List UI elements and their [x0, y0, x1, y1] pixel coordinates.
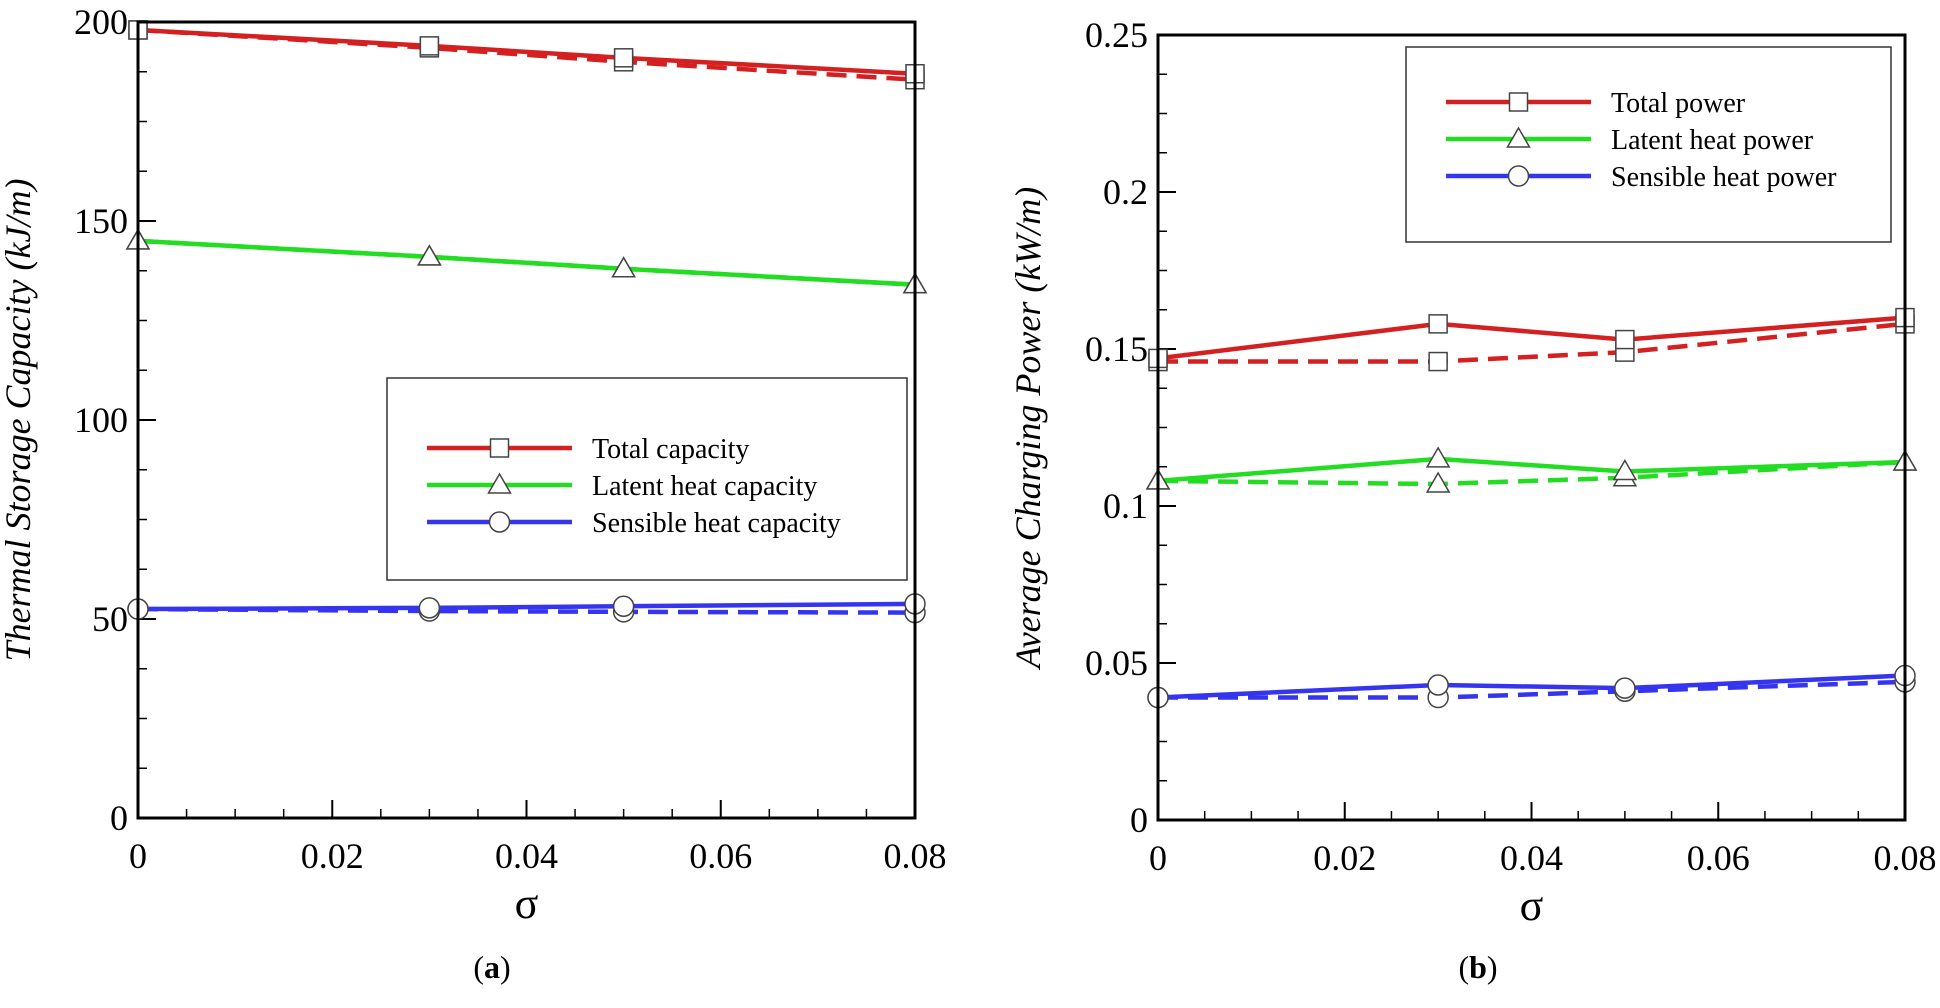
y-tick-label: 0	[1130, 800, 1148, 840]
data-point-2	[1427, 674, 1449, 696]
data-point-dashed-1	[1425, 471, 1451, 493]
series-dashed-line-1	[1157, 459, 1906, 487]
data-point-0	[1428, 314, 1448, 334]
legend-marker	[489, 438, 510, 458]
x-tick-label: 0.06	[1687, 838, 1750, 878]
data-point-1	[1612, 458, 1638, 481]
panel-label-a: (a)	[473, 949, 510, 985]
legend-marker	[1507, 165, 1530, 187]
y-tick-label: 0	[110, 798, 128, 838]
x-tick-label: 0.02	[301, 836, 364, 876]
y-tick-label: 50	[92, 599, 128, 639]
legend-label: Latent heat power	[1611, 125, 1814, 156]
plot-frame-b	[1156, 33, 1907, 822]
legend-label: Latent heat capacity	[592, 471, 817, 502]
data-point-1	[417, 244, 442, 266]
x-tick-label: 0.04	[495, 836, 558, 876]
y-tick-label: 0.15	[1085, 329, 1148, 369]
x-axis-title-b: σ	[1520, 881, 1544, 930]
y-tick-label: 200	[74, 2, 128, 42]
legend-label: Total power	[1611, 88, 1746, 119]
x-tick-label: 0.02	[1313, 838, 1376, 878]
series-b	[1145, 307, 1918, 709]
tick-labels-a: 0 0.02 0.04 0.06 0.08 0 50 100 150 200	[74, 2, 947, 876]
y-tick-label: 0.05	[1085, 643, 1148, 683]
data-point-2	[418, 597, 441, 619]
legend-marker	[1506, 126, 1531, 148]
x-tick-label: 0	[129, 836, 147, 876]
data-point-2	[612, 595, 635, 618]
series-dashed-line-0	[137, 27, 916, 82]
legend-b: Total power Latent heat power Sensible hea…	[1405, 46, 1892, 243]
series-solid-line-1	[137, 238, 916, 287]
series-a	[125, 20, 928, 624]
y-tick-label: 0.25	[1085, 15, 1148, 55]
legend-box	[1405, 46, 1892, 243]
series-solid-line-1	[1157, 456, 1906, 484]
data-point-0	[1615, 329, 1635, 350]
legend-box	[386, 377, 908, 581]
x-tick-label: 0.06	[689, 836, 752, 876]
data-point-0	[419, 36, 440, 56]
data-point-0	[613, 48, 634, 68]
chart-panel-a: 0 0.02 0.04 0.06 0.08 0 50 100 150 200 σ Thermal …	[0, 2, 947, 985]
y-tick-label: 0.1	[1103, 486, 1148, 526]
x-axis-title-a: σ	[515, 879, 539, 928]
legend-marker	[1508, 92, 1529, 112]
data-point-2	[1614, 677, 1636, 699]
x-tick-label: 0.08	[1874, 838, 1937, 878]
y-tick-label: 150	[74, 201, 128, 241]
y-axis-title-a: Thermal Storage Capacity (kJ/m)	[0, 179, 38, 662]
data-point-dashed-0	[1428, 351, 1448, 372]
y-axis-title-b: Average Charging Power (kW/m)	[1008, 187, 1048, 671]
chart-panel-b: 0 0.02 0.04 0.06 0.08 0 0.05 0.1 0.15 0.2 0.25 σ A…	[1008, 15, 1937, 985]
data-point-1	[611, 256, 636, 278]
series-dashed-line-2	[137, 606, 916, 615]
tick-labels-b: 0 0.02 0.04 0.06 0.08 0 0.05 0.1 0.15 0.2 0.25	[1085, 15, 1937, 878]
plot-frame-a	[136, 20, 917, 820]
series-solid-line-2	[1157, 673, 1906, 700]
y-tick-label: 0.2	[1103, 172, 1148, 212]
legend-marker	[488, 511, 511, 533]
y-tick-label: 100	[74, 400, 128, 440]
series-dashed-line-2	[1158, 679, 1906, 700]
x-tick-label: 0.08	[884, 836, 947, 876]
x-tick-label: 0	[1149, 838, 1167, 878]
legend-label: Sensible heat power	[1611, 162, 1837, 193]
legend-label: Total capacity	[592, 434, 749, 465]
legend-marker	[487, 472, 512, 494]
legend-label: Sensible heat capacity	[592, 508, 841, 539]
panel-label-b: (b)	[1458, 949, 1497, 985]
x-tick-label: 0.04	[1500, 838, 1563, 878]
legend-a: Total capacity Latent heat capacity Sensib…	[386, 377, 908, 581]
data-point-1	[1425, 446, 1451, 468]
series-solid-line-2	[137, 601, 916, 612]
series-solid-line-0	[137, 27, 916, 76]
series-solid-line-0	[1157, 315, 1906, 361]
series-dashed-line-0	[1158, 321, 1906, 364]
